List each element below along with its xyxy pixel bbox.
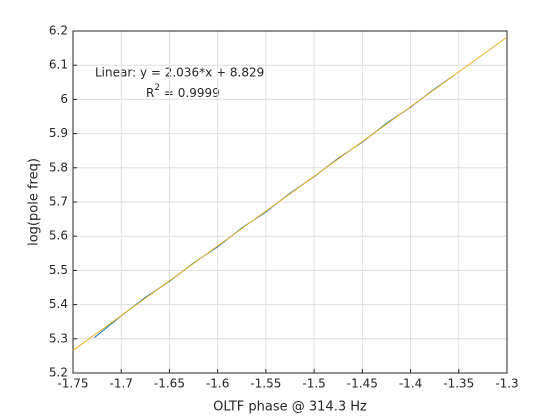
annotation-r: R xyxy=(146,86,154,100)
y-tick-label: 5.6 xyxy=(49,229,68,243)
annotation-sup: 2 xyxy=(154,83,160,93)
x-tick-label: -1.55 xyxy=(250,377,281,391)
annotation-rest: = 0.9999 xyxy=(160,86,220,100)
y-tick-label: 6.2 xyxy=(49,24,68,38)
x-axis-label: OLTF phase @ 314.3 Hz xyxy=(213,400,367,415)
x-tick-label: -1.65 xyxy=(154,377,185,391)
y-axis-label: log(pole freq) xyxy=(27,158,42,246)
y-tick-label: 5.4 xyxy=(49,297,68,311)
x-tick-label: -1.5 xyxy=(302,377,325,391)
x-tick-label: -1.7 xyxy=(110,377,133,391)
x-tick-label: -1.4 xyxy=(399,377,422,391)
y-tick-label: 5.3 xyxy=(49,331,68,345)
y-tick-label: 5.5 xyxy=(49,263,68,277)
y-tick-label: 6.1 xyxy=(49,58,68,72)
annotation-line: Linear: y = 2.036*x + 8.829 xyxy=(95,66,264,80)
y-tick-label: 5.8 xyxy=(49,160,68,174)
y-tick-label: 5.7 xyxy=(49,195,68,209)
x-tick-label: -1.75 xyxy=(57,377,88,391)
annotation-r2: R2 = 0.9999 xyxy=(146,83,220,100)
x-tick-label: -1.35 xyxy=(443,377,474,391)
x-tick-label: -1.6 xyxy=(206,377,229,391)
y-tick-label: 5.9 xyxy=(49,126,68,140)
y-tick-label: 6 xyxy=(60,92,68,106)
x-tick-label: -1.45 xyxy=(347,377,378,391)
data-line xyxy=(72,36,508,351)
y-tick-label: 5.2 xyxy=(49,366,68,380)
plot-frame xyxy=(72,30,508,374)
x-tick-label: -1.3 xyxy=(495,377,518,391)
